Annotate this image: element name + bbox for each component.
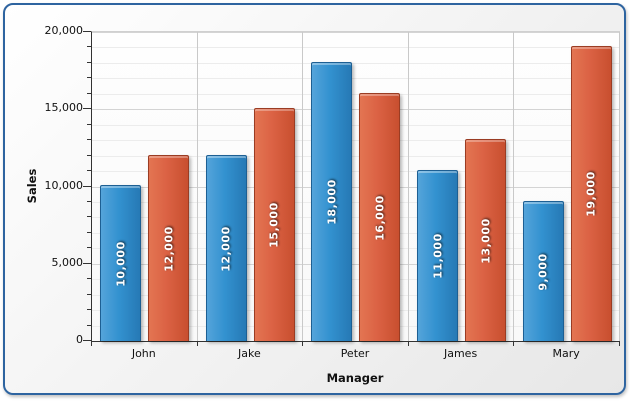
y-axis-tick [87,216,91,218]
bar-value-label: 15,000 [267,202,281,248]
minor-gridline [92,248,620,250]
category-boundary-gridline [407,32,409,341]
bar-blue-series-james: 11,000 [417,170,459,341]
y-axis-tick-label: 0 [76,333,83,346]
bar-orange-series-james: 13,000 [465,139,507,341]
x-axis-tick [302,341,304,346]
bar-value-label: 19,000 [584,171,598,217]
bar-orange-series-john: 12,000 [148,155,190,341]
x-axis-tick [407,341,409,346]
x-axis-category-label-peter: Peter [340,347,370,360]
category-group-jake: 12,000 15,000 [198,32,304,341]
y-axis-tick [87,324,91,326]
minor-gridline [92,93,620,95]
chart-frame: Sales Manager 10,000 12,000 12,000 15,000 18… [3,3,626,395]
minor-gridline [92,279,620,281]
gridlines [92,32,620,341]
x-axis-category-label-mary: Mary [552,347,580,360]
x-axis-tick [196,341,198,346]
minor-gridline [92,124,620,126]
y-axis-tick-label: 10,000 [44,178,84,192]
y-axis-tick [87,200,91,202]
minor-gridline [92,310,620,312]
y-axis-tick [83,185,91,187]
y-axis-tick [87,247,91,249]
y-axis-tick [87,170,91,172]
x-axis-category-label-jake: Jake [238,347,261,360]
minor-gridline [92,62,620,64]
bar-value-label: 10,000 [114,240,128,287]
bar-value-label: 11,000 [431,233,445,279]
x-axis-category-label-james: James [443,347,478,360]
y-axis-tick [83,262,91,264]
y-axis-tick [87,123,91,125]
bar-blue-series-mary: 9,000 [522,201,564,341]
minor-gridline [92,217,620,219]
y-axis-tick-label: 15,000 [44,101,84,115]
category-group-james: 11,000 13,000 [409,32,515,341]
category-boundary-gridline [302,32,304,341]
major-gridline [92,186,620,188]
bar-value-label: 13,000 [479,217,493,264]
bar-orange-series-peter: 16,000 [359,93,401,341]
minor-gridline [92,325,620,327]
y-axis-tick [87,278,91,280]
y-axis-tick [87,231,91,233]
y-axis-tick [87,92,91,94]
x-axis-tick [619,341,620,346]
y-axis-tick-label: 5,000 [51,255,84,269]
minor-gridline [92,171,620,173]
minor-gridline [92,232,620,234]
minor-gridline [92,140,620,142]
bar-blue-series-jake: 12,000 [205,155,247,341]
y-axis-tick [87,77,91,79]
major-gridline [92,109,620,111]
category-boundary-gridline [196,32,198,341]
y-axis-tick-label: 20,000 [44,24,84,37]
category-boundary-gridline [513,32,515,341]
y-axis-tick [87,61,91,63]
minor-gridline [92,47,620,49]
y-axis-tick [87,154,91,156]
plot-area: 10,000 12,000 12,000 15,000 18,000 16,000 11,0… [91,31,620,342]
minor-gridline [92,78,620,80]
bar-blue-series-john: 10,000 [100,185,142,341]
major-gridline [92,263,620,265]
minor-gridline [92,155,620,157]
category-group-mary: 9,000 19,000 [514,32,620,341]
category-group-john: 10,000 12,000 [92,32,198,341]
x-axis-tick [91,341,92,346]
minor-gridline [92,201,620,203]
y-axis-tick [83,340,91,341]
category-boundary-gridline [619,32,620,341]
y-axis-tick [87,46,91,48]
bar-blue-series-peter: 18,000 [311,62,353,341]
y-axis-tick [83,108,91,110]
bar-value-label: 18,000 [325,179,339,225]
x-axis-category-label-john: John [131,347,156,360]
x-axis-tick [513,341,515,346]
bar-orange-series-mary: 19,000 [570,46,612,341]
bar-series-container: 10,000 12,000 12,000 15,000 18,000 16,000 11,0… [92,32,620,341]
bar-orange-series-jake: 15,000 [253,108,295,341]
bar-value-label: 9,000 [536,252,550,291]
y-axis-tick [87,139,91,141]
bar-value-label: 12,000 [162,225,176,272]
minor-gridline [92,294,620,296]
y-axis-tick [87,309,91,311]
x-axis-title: Manager [326,371,384,385]
category-group-peter: 18,000 16,000 [303,32,409,341]
major-gridline [92,32,620,33]
y-axis-tick [87,293,91,295]
y-axis-tick [83,31,91,32]
bar-value-label: 12,000 [219,225,233,272]
bar-value-label: 16,000 [373,194,387,241]
